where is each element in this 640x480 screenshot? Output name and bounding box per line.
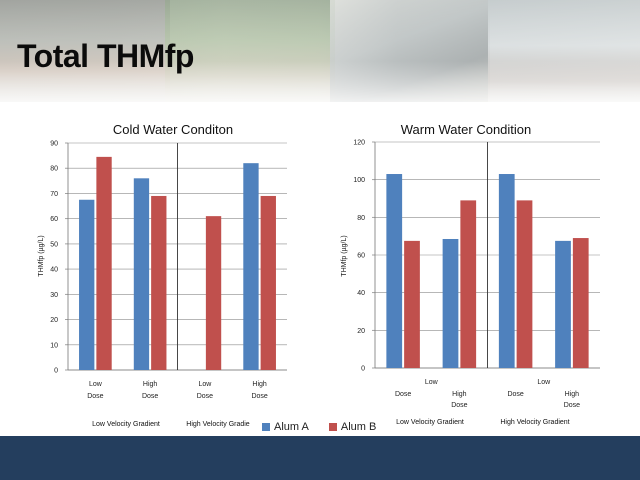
x-tick-label: Low (537, 379, 551, 386)
bar-alum-b (516, 200, 533, 368)
x-tick-label: Dose (197, 393, 213, 400)
bar-alum-b (404, 240, 420, 368)
bar-alum-b (572, 238, 589, 368)
bar-alum-a (133, 178, 150, 370)
bar-alum-a (442, 238, 459, 368)
y-tick-label: 60 (357, 253, 365, 260)
legend-label-alum-b: Alum B (340, 421, 377, 433)
x-tick-label: Dose (87, 393, 103, 400)
x-tick-label: Dose (251, 393, 267, 400)
y-tick-label: 20 (357, 328, 365, 335)
x-tick-label: Low (89, 381, 103, 388)
x-tick-label: High (452, 391, 467, 398)
y-tick-label: 0 (54, 368, 58, 375)
bar-alum-a (243, 163, 259, 370)
bar-alum-b (460, 200, 477, 368)
footer-bar (0, 436, 640, 480)
y-tick-label: 60 (50, 216, 58, 223)
bar-alum-b (151, 195, 167, 370)
x-tick-label: Dose (142, 393, 158, 400)
y-tick-label: 50 (50, 241, 58, 248)
banner-overlay (0, 0, 640, 102)
y-tick-label: 90 (50, 141, 58, 148)
group-label: High Velocity Gradient (500, 419, 569, 426)
bar-alum-a (79, 199, 95, 370)
x-tick-label: Dose (507, 391, 523, 398)
bar-alum-b (96, 156, 112, 370)
legend-item-alum-b: Alum B (328, 421, 377, 433)
y-tick-label: 20 (50, 317, 58, 324)
bar-alum-b (260, 195, 276, 370)
chart-title: Cold Water Conditon (113, 122, 233, 137)
y-axis-label: THMfp (µg/L) (341, 235, 348, 276)
group-label: Low Velocity Gradient (396, 419, 464, 426)
y-tick-label: 30 (50, 292, 58, 299)
x-tick-label: High (252, 381, 267, 388)
bar-alum-a (498, 174, 515, 368)
y-tick-label: 120 (353, 140, 365, 147)
header-banner-image (0, 0, 640, 102)
legend-swatch-alum-a (262, 423, 270, 431)
bar-alum-a (555, 240, 571, 368)
y-tick-label: 40 (50, 267, 58, 274)
x-tick-label: Dose (564, 402, 580, 409)
legend-swatch-alum-b (328, 423, 337, 431)
y-tick-label: 70 (50, 191, 58, 198)
y-axis-label: THMfp (µg/L) (38, 235, 45, 276)
group-label: High Velocity Gradie (186, 421, 250, 428)
x-tick-label: Low (425, 379, 439, 386)
chart-title: Warm Water Condition (401, 122, 532, 137)
legend-label-alum-a: Alum A (274, 421, 309, 433)
bar-alum-a (386, 174, 403, 368)
x-tick-label: High (143, 381, 158, 388)
y-tick-label: 10 (50, 342, 58, 349)
x-tick-label: Low (198, 381, 212, 388)
y-tick-label: 80 (357, 215, 365, 222)
y-tick-label: 100 (353, 177, 365, 184)
x-tick-label: High (565, 391, 580, 398)
bar-alum-b (205, 216, 222, 370)
x-tick-label: Dose (451, 402, 467, 409)
y-tick-label: 80 (50, 166, 58, 173)
slide-title: Total THMfp (17, 38, 194, 74)
x-tick-label: Dose (395, 391, 411, 398)
chart-legend: Alum A Alum B (262, 420, 396, 434)
y-tick-label: 0 (361, 366, 365, 373)
group-label: Low Velocity Gradient (92, 421, 160, 428)
y-tick-label: 40 (357, 290, 365, 297)
legend-item-alum-a: Alum A (262, 421, 309, 433)
